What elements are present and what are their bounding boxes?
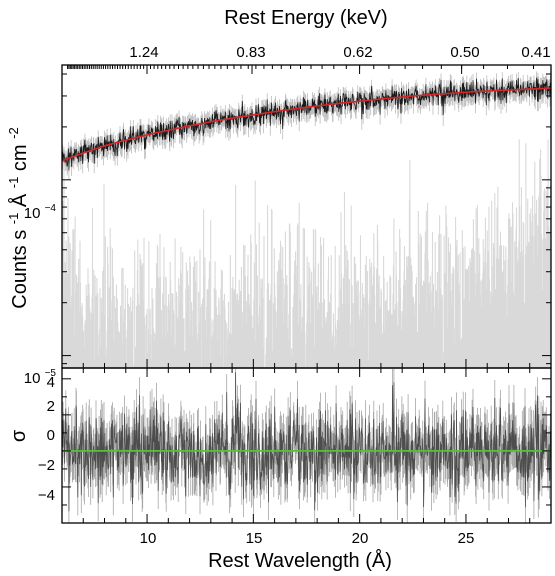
x-tick-label: 10	[140, 530, 157, 547]
residual-series-line	[62, 372, 551, 512]
top-tick-label: 0.62	[343, 44, 372, 61]
x-tick-label: 25	[458, 530, 475, 547]
x-tick-label: 20	[352, 530, 369, 547]
residual-y-tick-label: −4	[38, 487, 55, 504]
top-tick-labels: 1.24 0.83 0.62 0.50 0.41	[129, 44, 550, 61]
x-tick-labels: 10 15 20 25	[140, 530, 475, 547]
residual-y-tick-label: 0	[47, 427, 55, 444]
residual-panel-frame	[61, 367, 552, 524]
x-axis-title: Rest Wavelength (Å)	[208, 549, 392, 572]
residual-y-tick-labels: 4 2 0 −2 −4	[38, 374, 55, 504]
top-tick-label: 0.83	[236, 44, 265, 61]
residual-y-tick-label: 2	[47, 398, 55, 415]
data-error-bars	[62, 71, 551, 180]
x-tick-label: 15	[246, 530, 263, 547]
residual-y-tick-label: −2	[38, 457, 55, 474]
residual-y-tick-label: 4	[47, 374, 55, 391]
spectrum-y-axis-title: Counts s -1 Å -1 cm -2	[1, 127, 31, 308]
y-tick-label-1e-5: 10 −5	[24, 368, 57, 387]
residual-plot-area	[62, 368, 551, 523]
error-envelope	[62, 139, 551, 368]
spectrum-tick-marks	[61, 65, 552, 368]
spectrum-plot-area	[62, 71, 551, 368]
top-tick-label: 1.24	[129, 44, 158, 61]
y-tick-label-1e-4: 10 −4	[24, 203, 57, 222]
top-axis-title: Rest Energy (keV)	[224, 7, 387, 29]
residual-tick-marks	[61, 368, 552, 524]
residual-y-axis-title: σ	[8, 429, 30, 442]
top-tick-label: 0.50	[450, 44, 479, 61]
model-series-line	[62, 87, 551, 162]
top-tick-label: 0.41	[521, 44, 550, 61]
